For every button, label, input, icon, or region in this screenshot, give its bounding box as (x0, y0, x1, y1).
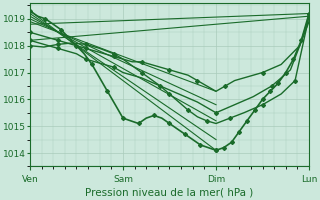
X-axis label: Pression niveau de la mer( hPa ): Pression niveau de la mer( hPa ) (85, 187, 254, 197)
